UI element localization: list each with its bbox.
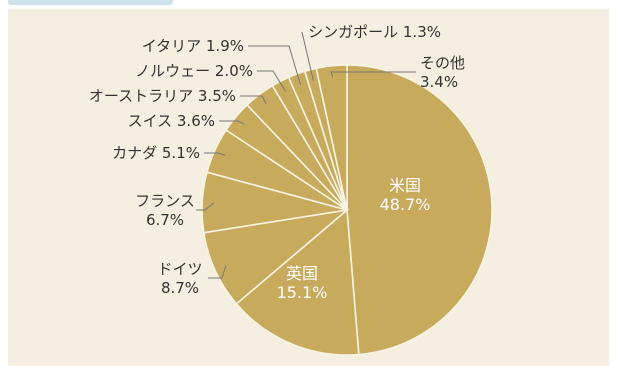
slice-value-4: 5.1% <box>162 144 200 162</box>
pie-slices <box>201 64 493 356</box>
slice-label-3: フランス 6.7% <box>135 192 195 229</box>
leader-line-10 <box>330 71 416 78</box>
leader-line-2 <box>208 265 227 279</box>
slice-labels: 米国 48.7% 英国 15.1% ドイツ 8.7% フランス 6.7% カナダ 5.1% スイス… <box>89 23 465 302</box>
slice-name-6: オーストラリア <box>89 87 198 105</box>
slice-value-1: 15.1% <box>277 283 328 302</box>
leader-line-9 <box>301 31 314 82</box>
slice-name-5: スイス <box>128 112 177 130</box>
slice-name-4: カナダ <box>112 144 162 162</box>
pie-slice-1 <box>235 208 360 356</box>
slice-label-7: ノルウェー 2.0% <box>135 62 253 80</box>
slice-name-2: ドイツ <box>157 260 202 278</box>
slice-name-9: シンガポール <box>308 23 403 41</box>
pie-slice-10 <box>315 64 348 211</box>
slice-name-10: その他 <box>420 54 465 72</box>
leader-line-8 <box>248 45 302 86</box>
slice-value-0: 48.7% <box>380 195 431 214</box>
slice-label-9: シンガポール 1.3% <box>308 23 441 41</box>
slice-label-1: 英国 15.1% <box>277 264 328 302</box>
slice-value-3: 6.7% <box>146 211 184 229</box>
slice-label-4: カナダ 5.1% <box>112 144 200 162</box>
slice-value-7: 2.0% <box>215 62 253 80</box>
slice-name-7: ノルウェー <box>135 62 215 80</box>
leader-line-7 <box>257 70 287 92</box>
slice-label-5: スイス 3.6% <box>128 112 215 130</box>
slice-name-1: 英国 <box>286 264 318 283</box>
slice-label-10: その他 3.4% <box>420 54 465 91</box>
slice-label-6: オーストラリア 3.5% <box>89 87 236 105</box>
slice-name-8: イタリア <box>142 37 206 55</box>
slice-name-0: 米国 <box>389 176 421 195</box>
slice-label-0: 米国 48.7% <box>380 176 431 214</box>
slice-value-8: 1.9% <box>206 37 244 55</box>
header-strip <box>8 0 173 5</box>
slice-value-5: 3.6% <box>177 112 215 130</box>
slice-name-3: フランス <box>135 192 195 210</box>
slice-value-6: 3.5% <box>198 87 236 105</box>
leader-line-6 <box>240 95 267 105</box>
leader-line-3 <box>196 202 215 211</box>
slice-value-2: 8.7% <box>161 279 199 297</box>
slice-label-8: イタリア 1.9% <box>142 37 244 55</box>
slice-value-9: 1.3% <box>403 23 441 41</box>
slice-value-10: 3.4% <box>420 73 458 91</box>
slice-label-2: ドイツ 8.7% <box>157 260 202 297</box>
pie-slice-0 <box>346 64 493 356</box>
leader-lines <box>196 31 416 279</box>
leader-line-5 <box>219 120 245 125</box>
leader-line-4 <box>204 152 226 156</box>
